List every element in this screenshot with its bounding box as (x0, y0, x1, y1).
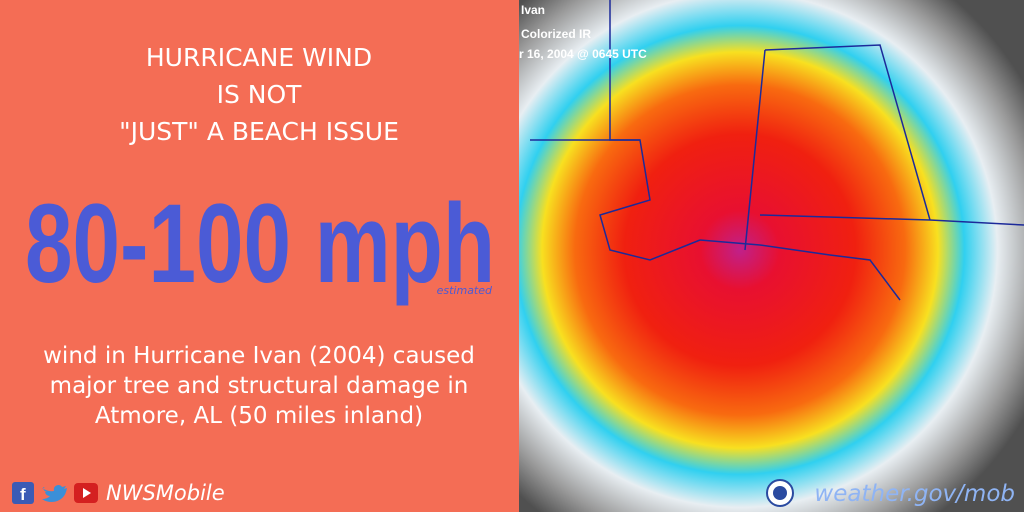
satellite-image (519, 0, 1024, 512)
map-borders (530, 0, 1024, 301)
social-handle: NWSMobile (106, 481, 225, 505)
svg-text:f: f (20, 485, 26, 504)
headline: "JUST" A BEACH ISSUE (119, 117, 399, 146)
facebook-icon[interactable] (12, 482, 34, 504)
social-icons: f (12, 482, 98, 504)
headline: HURRICANE WIND (146, 43, 372, 72)
image-label: Ivan (521, 3, 545, 17)
image-label: r 16, 2004 @ 0645 UTC (519, 47, 647, 61)
headline: IS NOT (217, 80, 303, 109)
big-number: 80-100 mph (25, 181, 495, 306)
website[interactable]: weather.gov/mob (814, 481, 1015, 507)
description: wind in Hurricane Ivan (2004) caused (43, 343, 475, 369)
twitter-icon[interactable] (42, 485, 67, 502)
description: major tree and structural damage in (50, 373, 469, 399)
text-panel (0, 0, 519, 512)
note: estimated (437, 284, 493, 297)
image-label: Colorized IR (521, 27, 591, 41)
description: Atmore, AL (50 miles inland) (95, 403, 423, 429)
